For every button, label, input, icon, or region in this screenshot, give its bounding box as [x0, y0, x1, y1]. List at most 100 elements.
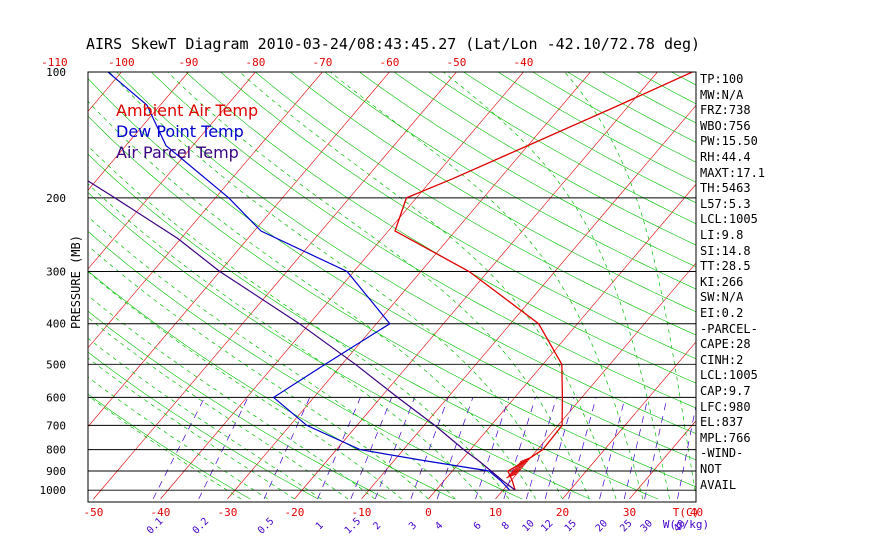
- dry-adiabat-line: [497, 72, 696, 183]
- isotherm-line: [88, 72, 189, 191]
- isotherm-line: [88, 72, 256, 270]
- series-layer: [88, 72, 693, 491]
- mixing-ratio-line: [623, 397, 649, 500]
- side-panel-item: EL:837: [700, 415, 744, 430]
- dry-adiabat-line: [185, 72, 696, 384]
- side-panel-item: PW:15.50: [700, 134, 758, 149]
- grid-layer: [0, 72, 870, 500]
- x-tick-label-top: -90: [178, 56, 198, 69]
- cap-hatch-mark: [515, 462, 527, 468]
- dry-adiabat-line: [88, 393, 251, 500]
- series-line-ambient-air-temp: [394, 72, 693, 491]
- dry-adiabat-line: [289, 72, 696, 313]
- mixing-ratio-line: [599, 397, 626, 500]
- y-tick-label: 1000: [40, 484, 67, 497]
- isotherm-line: [227, 72, 591, 500]
- side-panel-item: TH:5463: [700, 181, 751, 196]
- x-tick-label-top: -110: [41, 56, 68, 69]
- mixing-ratio-label: 25: [618, 518, 634, 534]
- cap-hatch-mark: [507, 471, 518, 477]
- cap-hatch-mark: [508, 470, 520, 476]
- mixing-ratio-line: [350, 397, 392, 500]
- moist-adiabat-line: [88, 271, 402, 500]
- isotherm-line: [562, 341, 696, 500]
- moist-adiabat-line: [88, 183, 483, 500]
- y-tick-label: 200: [46, 192, 66, 205]
- side-panel-item: LCL:1005: [700, 368, 758, 383]
- isotherm-line: [160, 72, 524, 500]
- side-panel-item: MPL:766: [700, 430, 751, 445]
- moist-adiabat-line: [564, 72, 696, 499]
- dry-adiabat-line: [220, 72, 696, 360]
- mixing-ratio-label: 0.1: [145, 516, 166, 537]
- side-panel-item: TT:28.5: [700, 259, 751, 274]
- side-panel-item: FRZ:738: [700, 103, 751, 118]
- plot-frame: [87, 71, 697, 503]
- dry-adiabat-line: [255, 72, 696, 336]
- y-tick-label: 900: [46, 465, 66, 478]
- mixing-ratio-label: 8: [500, 520, 512, 532]
- mixing-ratio-line: [410, 397, 449, 500]
- isotherm-line: [88, 72, 390, 428]
- dry-adiabat-line: [88, 270, 455, 500]
- dry-adiabat-line: [88, 153, 659, 500]
- moist-adiabat-line: [88, 295, 376, 500]
- cap-hatch-mark: [518, 458, 529, 464]
- x-tick-label-bottom: -30: [218, 506, 238, 519]
- chart-title: AIRS SkewT Diagram 2010-03-24/08:43:45.2…: [86, 35, 701, 53]
- y-tick-label: 500: [46, 358, 66, 371]
- dry-adiabat-line: [359, 72, 696, 268]
- mixing-ratio-line: [152, 397, 205, 500]
- isotherm-line: [428, 183, 696, 500]
- x-tick-label-top: -60: [379, 56, 399, 69]
- side-panel-item: KI:266: [700, 274, 744, 289]
- isotherm-line: [763, 72, 870, 499]
- mixing-ratio-label: 6: [472, 520, 484, 532]
- x-tick-label-bottom: 40: [690, 506, 703, 519]
- x-tick-label-bottom: 20: [556, 506, 569, 519]
- y-axis-label: PRESSURE (MB): [69, 235, 83, 329]
- isotherm-line: [93, 72, 457, 500]
- isotherm-line: [495, 262, 696, 500]
- mixing-ratio-label: 1.5: [343, 516, 364, 537]
- isotherm-line: [629, 420, 696, 500]
- mixing-ratio-label: 1: [314, 520, 326, 532]
- mixing-ratio-line: [677, 403, 696, 500]
- series-line-dew-point-temp: [107, 72, 511, 491]
- cap-hatch-mark: [512, 465, 524, 471]
- side-panel-item: CAP:9.7: [700, 384, 751, 398]
- side-panel-item: LI:9.8: [700, 228, 744, 242]
- dry-adiabat-line: [88, 351, 319, 500]
- mixing-ratio-label: 20: [594, 518, 610, 534]
- mixing-ratio-label: 2: [371, 520, 383, 532]
- side-panel-item: TP:100: [700, 72, 744, 86]
- x-tick-label-top: -50: [446, 56, 466, 69]
- moist-adiabat-line: [88, 145, 510, 500]
- cap-hatch-mark: [517, 460, 528, 466]
- side-panel-item: CINH:2: [700, 352, 744, 367]
- mixing-ratio-label: 0.5: [256, 516, 277, 537]
- moist-adiabat-line: [88, 216, 456, 500]
- mixing-ratio-line: [525, 397, 557, 500]
- dry-adiabat-line: [88, 192, 591, 500]
- series-line-air-parcel-temp: [88, 180, 516, 491]
- y-tick-label: 100: [46, 66, 66, 79]
- moist-adiabat-line: [239, 72, 617, 500]
- side-panel-item: SW:N/A: [700, 290, 744, 305]
- legend: Ambient Air Temp Dew Point Temp Air Parc…: [116, 100, 258, 163]
- dry-adiabat-line: [463, 72, 696, 204]
- x-tick-label-bottom: 30: [623, 506, 636, 519]
- isotherm-line: [0, 72, 54, 499]
- isotherm-line: [830, 72, 870, 499]
- mixing-ratio-line: [644, 397, 668, 500]
- side-panel-item: L57:5.3: [700, 196, 751, 211]
- mixing-ratio-label: 12: [539, 518, 555, 534]
- x-tick-label-top: -70: [312, 56, 332, 69]
- dry-adiabat-line: [324, 72, 696, 290]
- x-tick-label-top: -80: [245, 56, 265, 69]
- side-panel-item: NOT: [700, 462, 722, 476]
- mixing-ratio-line: [503, 397, 536, 500]
- mixing-ratio-label: 4: [433, 520, 445, 532]
